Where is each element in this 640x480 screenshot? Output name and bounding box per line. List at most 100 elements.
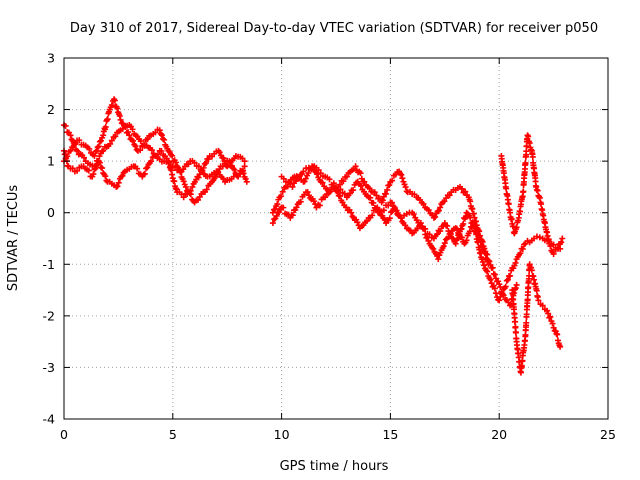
data-point	[269, 220, 276, 227]
data-point	[507, 272, 514, 279]
data-point	[512, 285, 519, 292]
data-point	[534, 187, 541, 194]
data-layer	[61, 96, 566, 376]
data-point	[90, 171, 97, 178]
data-point	[503, 277, 510, 284]
x-tick-label: 0	[60, 427, 68, 442]
y-tick-label: 0	[47, 205, 55, 220]
data-point	[519, 246, 526, 253]
data-point	[279, 188, 286, 195]
data-point	[125, 129, 132, 136]
data-point	[108, 137, 115, 144]
data-point	[241, 158, 248, 165]
data-point	[455, 232, 462, 239]
data-point	[535, 297, 542, 304]
data-point	[81, 154, 88, 161]
data-point	[322, 194, 329, 201]
data-point	[476, 233, 483, 240]
y-tick-label: 3	[47, 51, 55, 66]
data-point	[314, 171, 321, 178]
data-point	[289, 212, 296, 219]
data-point	[558, 239, 565, 246]
series-track-2	[61, 122, 248, 206]
data-point	[330, 180, 337, 187]
data-point	[491, 271, 498, 278]
data-point	[96, 159, 103, 166]
data-point	[242, 175, 249, 182]
data-point	[357, 170, 364, 177]
data-point	[280, 204, 287, 211]
data-point	[137, 138, 144, 145]
data-point	[484, 257, 491, 264]
axis-layer: 0 5 10 15 20 25 -4 -3 -2 -1 0 1 2 3	[43, 51, 616, 443]
x-tick-label: 10	[274, 427, 290, 442]
data-point	[343, 173, 350, 180]
data-point	[302, 175, 309, 182]
data-point	[502, 283, 509, 290]
data-point	[525, 133, 532, 140]
data-point	[92, 165, 99, 172]
data-point	[370, 199, 377, 206]
data-point	[536, 234, 543, 241]
data-point	[492, 290, 499, 297]
data-point	[156, 127, 163, 134]
data-point	[243, 178, 250, 185]
data-point	[297, 198, 304, 205]
data-point	[547, 243, 554, 250]
data-point	[141, 141, 148, 148]
data-point	[241, 163, 248, 170]
data-point	[111, 97, 118, 104]
data-point	[426, 231, 433, 238]
data-point	[100, 147, 107, 154]
data-point	[272, 206, 279, 213]
data-point	[366, 185, 373, 192]
data-point	[384, 186, 391, 193]
data-point	[432, 213, 439, 220]
data-point	[489, 264, 496, 271]
data-point	[497, 284, 504, 291]
data-point	[479, 259, 486, 266]
data-point	[520, 188, 527, 195]
y-axis-label: SDTVAR / TECUs	[6, 185, 21, 292]
data-point	[497, 293, 504, 300]
data-point	[231, 166, 238, 173]
data-point	[182, 183, 189, 190]
data-point	[337, 193, 344, 200]
data-point	[161, 136, 168, 143]
data-point	[114, 183, 121, 190]
data-point	[239, 167, 246, 174]
data-point	[129, 126, 136, 133]
data-point	[385, 202, 392, 209]
y-tick-label: 2	[47, 102, 55, 117]
data-point	[440, 243, 447, 250]
data-point	[92, 148, 99, 155]
data-point	[172, 159, 179, 166]
data-point	[441, 198, 448, 205]
data-point	[86, 145, 93, 152]
data-point	[352, 163, 359, 170]
data-point	[117, 116, 124, 123]
data-point	[189, 183, 196, 190]
data-point	[97, 164, 104, 171]
data-point	[203, 186, 210, 193]
data-point	[221, 158, 228, 165]
data-point	[293, 204, 300, 211]
data-point	[447, 231, 454, 238]
data-point	[212, 173, 219, 180]
data-point	[141, 170, 148, 177]
data-point	[512, 259, 519, 266]
data-point	[177, 169, 184, 176]
data-point	[445, 234, 452, 241]
data-point	[509, 290, 516, 297]
data-point	[333, 183, 339, 190]
data-point	[546, 314, 553, 321]
data-point	[195, 163, 202, 170]
data-point	[95, 143, 102, 150]
x-tick-label: 20	[491, 427, 507, 442]
data-point	[559, 235, 566, 242]
plot-frame	[63, 57, 609, 420]
data-point	[533, 287, 540, 294]
data-point	[158, 132, 165, 139]
data-point	[340, 178, 347, 185]
data-point	[148, 158, 155, 165]
